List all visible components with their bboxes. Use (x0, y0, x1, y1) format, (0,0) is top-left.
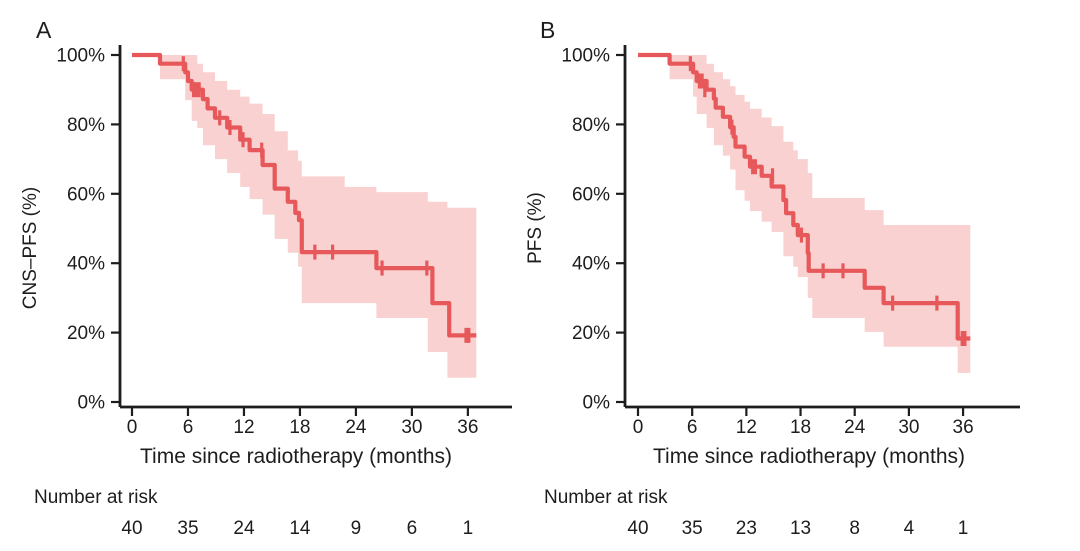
y-tick-label: 0% (583, 393, 611, 414)
risk-count: 14 (289, 518, 311, 539)
y-tick-label: 100% (56, 46, 105, 67)
y-tick-label: 60% (572, 184, 610, 205)
km-curve (132, 52, 477, 338)
risk-count: 4 (904, 518, 915, 539)
x-tick-label: 0 (127, 417, 138, 438)
risk-count: 35 (177, 518, 198, 539)
confidence-band (669, 55, 971, 373)
x-tick-label: 30 (898, 417, 919, 438)
y-tick-label: 100% (561, 46, 610, 67)
y-tick-label: 80% (67, 115, 105, 136)
km-panel-a: 100% 80% 60% 40% 20% 0% 0 6 12 18 24 30 36 A CNS–PFS (… (20, 17, 512, 539)
x-tick-label: 0 (633, 417, 644, 438)
risk-count: 8 (849, 518, 860, 539)
x-tick-label: 36 (457, 417, 478, 438)
y-axis-title: CNS–PFS (%) (20, 187, 41, 309)
x-tick-label: 12 (233, 417, 254, 438)
x-tick-label: 18 (289, 417, 310, 438)
x-tick-label: 36 (953, 417, 974, 438)
x-tick-label: 6 (687, 417, 698, 438)
risk-count: 23 (736, 518, 757, 539)
x-axis-title: Time since radiotherapy (months) (653, 445, 965, 468)
risk-count: 40 (121, 518, 142, 539)
x-tick-label: 24 (844, 417, 866, 438)
x-tick-label: 6 (183, 417, 194, 438)
km-curve (638, 52, 971, 341)
panel-letter: B (540, 17, 555, 43)
x-tick-label: 30 (401, 417, 422, 438)
risk-count: 24 (233, 518, 255, 539)
y-tick-label: 40% (67, 254, 105, 275)
y-tick-label: 20% (67, 323, 105, 344)
risk-count: 9 (351, 518, 362, 539)
x-axis-title: Time since radiotherapy (months) (140, 445, 452, 468)
y-tick-label: 40% (572, 254, 610, 275)
panel-letter: A (36, 17, 52, 43)
x-tick-label: 18 (790, 417, 811, 438)
y-tick-label: 20% (572, 323, 610, 344)
number-at-risk-label: Number at risk (544, 487, 668, 508)
risk-count: 1 (958, 518, 969, 539)
number-at-risk-label: Number at risk (34, 487, 158, 508)
risk-count: 40 (627, 518, 648, 539)
y-tick-label: 80% (572, 115, 610, 136)
y-tick-label: 0% (78, 393, 106, 414)
risk-count: 6 (407, 518, 418, 539)
risk-count: 13 (790, 518, 811, 539)
x-tick-label: 24 (345, 417, 367, 438)
risk-count: 35 (682, 518, 703, 539)
x-tick-label: 12 (736, 417, 757, 438)
y-tick-label: 60% (67, 184, 105, 205)
risk-count: 1 (463, 518, 474, 539)
y-axis-title: PFS (%) (525, 192, 546, 264)
